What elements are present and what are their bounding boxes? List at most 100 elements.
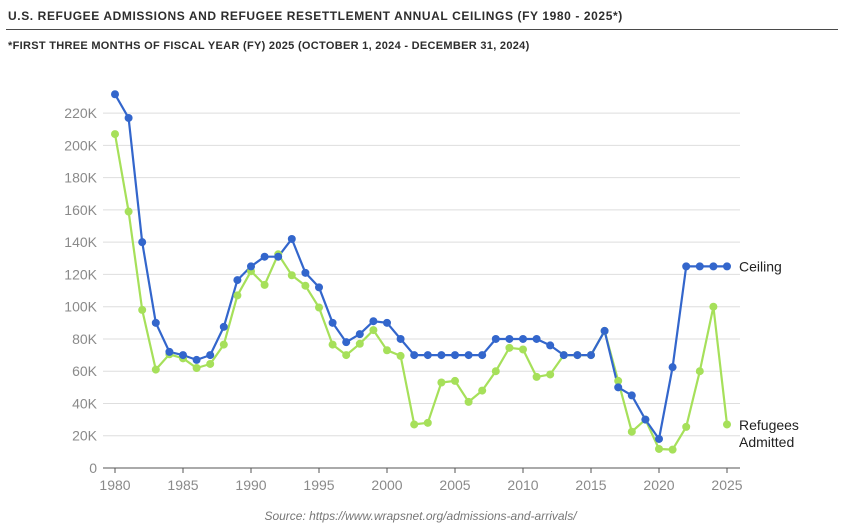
data-point-ceiling [559, 351, 568, 360]
y-tick-label: 140K [64, 234, 97, 250]
series-label-ceiling: Ceiling [739, 258, 782, 274]
x-tick-label: 2015 [575, 477, 606, 493]
x-tick-label: 2005 [439, 477, 470, 493]
data-point-ceiling [410, 351, 419, 360]
data-point-refugees-admitted [192, 363, 201, 372]
x-tick-label: 1985 [167, 477, 198, 493]
data-point-refugees-admitted [151, 365, 160, 374]
data-point-ceiling [723, 262, 731, 271]
data-point-ceiling [111, 90, 119, 99]
series-lines [113, 93, 729, 451]
data-point-ceiling [627, 391, 636, 400]
y-tick-label: 60K [72, 363, 98, 379]
data-point-ceiling [600, 326, 609, 335]
series-label-refugees-admitted: Refugees Admitted [739, 417, 799, 450]
x-tick-label: 1980 [99, 477, 130, 493]
data-point-ceiling [614, 383, 623, 392]
y-tick-label: 20K [72, 428, 98, 444]
data-point-ceiling [301, 268, 310, 277]
x-tick-label: 2000 [371, 477, 402, 493]
data-point-ceiling [287, 234, 296, 243]
data-point-ceiling [192, 355, 201, 364]
data-point-ceiling [451, 351, 459, 360]
data-point-ceiling [383, 318, 391, 327]
chart-subtitle: *FIRST THREE MONTHS OF FISCAL YEAR (FY) … [8, 40, 530, 52]
data-point-refugees-admitted [655, 444, 663, 453]
y-tick-label: 180K [64, 170, 97, 186]
data-point-refugees-admitted [315, 303, 323, 312]
data-point-ceiling [655, 434, 663, 443]
data-point-refugees-admitted [219, 340, 228, 349]
data-point-ceiling [478, 351, 487, 360]
data-point-refugees-admitted [396, 351, 405, 360]
data-point-ceiling [247, 262, 255, 271]
data-point-ceiling [165, 347, 174, 356]
x-axis-ticks: 1980 1985 1990 1995 2000 2005 2010 2015 2020 2025 [99, 468, 743, 493]
x-tick-label: 2010 [507, 477, 538, 493]
data-point-ceiling [151, 318, 160, 327]
x-tick-label: 2025 [711, 477, 742, 493]
data-point-refugees-admitted [328, 340, 337, 349]
data-point-refugees-admitted [451, 376, 459, 385]
y-tick-label: 80K [72, 331, 98, 347]
data-point-refugees-admitted [437, 378, 446, 387]
data-point-refugees-admitted [383, 346, 391, 355]
data-point-ceiling [369, 317, 378, 326]
y-tick-label: 200K [64, 137, 97, 153]
data-point-refugees-admitted [546, 370, 555, 379]
grid-lines [103, 112, 740, 469]
y-tick-label: 220K [64, 105, 97, 121]
data-point-refugees-admitted [614, 376, 623, 385]
data-point-refugees-admitted [233, 291, 242, 300]
data-point-refugees-admitted [519, 345, 527, 354]
data-point-ceiling [437, 351, 446, 360]
data-point-ceiling [138, 238, 147, 247]
y-tick-label: 100K [64, 299, 97, 315]
source-note: Source: https://www.wrapsnet.org/admissi… [264, 509, 577, 523]
data-point-refugees-admitted [464, 397, 473, 406]
y-axis-ticks: 0 20K 40K 60K 80K 100K 120K 140K 160K 180K 200K 220… [64, 105, 97, 476]
data-point-ceiling [274, 252, 283, 261]
data-point-ceiling [587, 351, 595, 360]
y-tick-label: 40K [72, 395, 98, 411]
data-point-ceiling [519, 334, 527, 343]
data-point-ceiling [342, 338, 351, 347]
data-point-refugees-admitted [695, 367, 704, 376]
data-point-refugees-admitted [355, 339, 364, 348]
data-point-ceiling [491, 334, 500, 343]
data-point-ceiling [573, 351, 582, 360]
series-line-ceiling [114, 93, 727, 441]
data-point-ceiling [315, 283, 323, 292]
data-point-ceiling [668, 363, 677, 372]
data-point-refugees-admitted [682, 422, 691, 431]
data-point-refugees-admitted [478, 386, 487, 395]
data-point-refugees-admitted [124, 207, 133, 216]
data-point-refugees-admitted [532, 372, 541, 381]
data-point-refugees-admitted [138, 305, 147, 314]
chart-title: U.S. REFUGEE ADMISSIONS AND REFUGEE RESE… [8, 9, 623, 23]
data-point-ceiling [124, 113, 133, 122]
data-point-ceiling [709, 262, 718, 271]
data-point-refugees-admitted [369, 326, 378, 335]
data-point-ceiling [682, 262, 691, 271]
data-point-ceiling [464, 351, 473, 360]
data-point-refugees-admitted [206, 359, 215, 368]
data-point-ceiling [546, 341, 555, 350]
data-point-refugees-admitted [709, 302, 718, 311]
data-point-ceiling [695, 262, 704, 271]
data-point-ceiling [260, 252, 269, 261]
data-point-refugees-admitted [505, 343, 514, 352]
x-tick-label: 2020 [643, 477, 674, 493]
data-point-refugees-admitted [342, 351, 351, 360]
data-point-ceiling [179, 351, 187, 360]
data-point-ceiling [641, 415, 650, 424]
data-point-ceiling [505, 334, 514, 343]
data-point-ceiling [396, 334, 405, 343]
title-divider [6, 29, 838, 30]
data-point-refugees-admitted [260, 280, 269, 289]
data-point-refugees-admitted [410, 420, 419, 429]
data-point-refugees-admitted [668, 445, 677, 454]
data-point-refugees-admitted [423, 418, 432, 427]
data-point-ceiling [206, 351, 215, 360]
